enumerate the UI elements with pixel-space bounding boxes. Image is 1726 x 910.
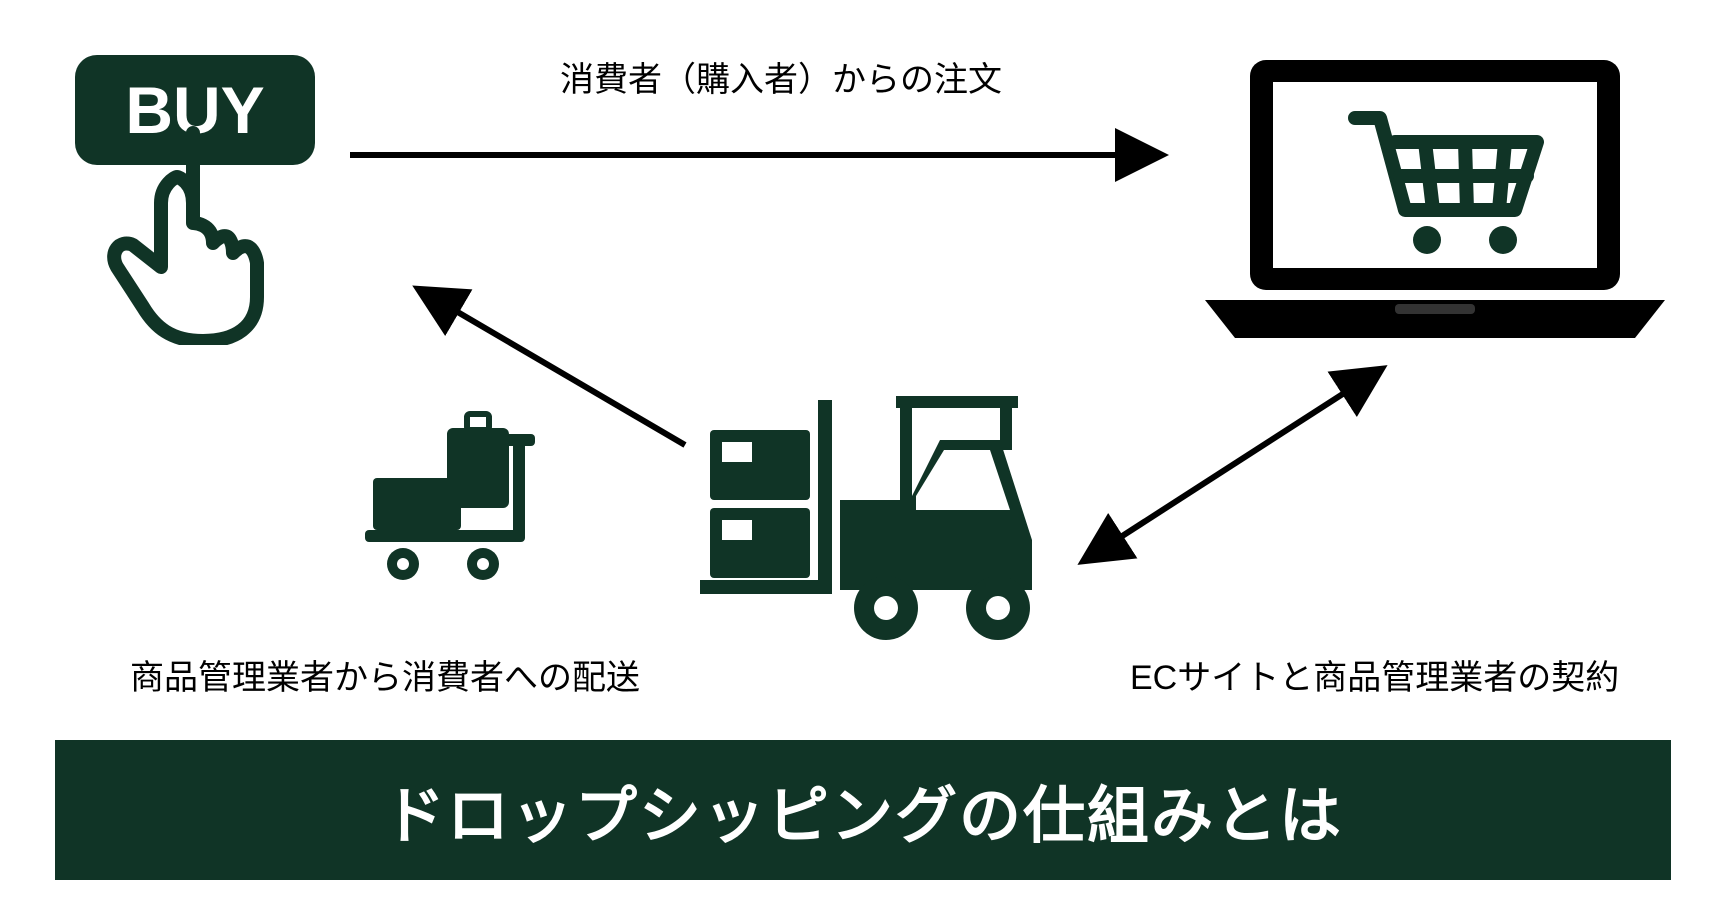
luggage-cart-icon — [355, 400, 545, 590]
title-bar: ドロップシッピングの仕組みとは — [55, 740, 1671, 880]
forklift-icon — [700, 380, 1060, 650]
title-text: ドロップシッピングの仕組みとは — [383, 765, 1343, 855]
label-bottom-left: 商品管理業者から消費者への配送 — [130, 650, 640, 699]
arrow-ec-warehouse-double — [1085, 370, 1380, 560]
label-bottom-right: ECサイトと商品管理業者の契約 — [1130, 650, 1619, 699]
laptop-cart-icon — [1195, 50, 1675, 350]
buy-consumer-icon: BUY — [75, 55, 335, 345]
label-top-arrow: 消費者（購入者）からの注文 — [560, 52, 1002, 101]
